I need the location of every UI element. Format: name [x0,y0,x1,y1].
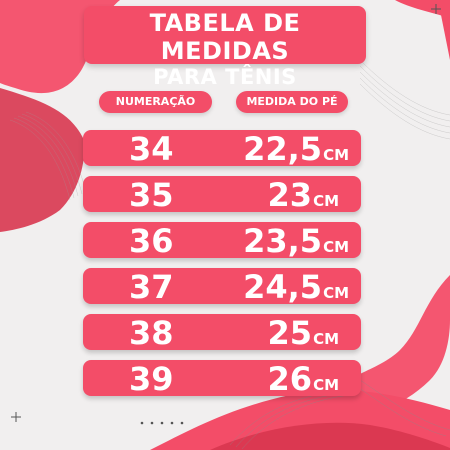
measure-unit: CM [323,238,349,256]
measure-unit: CM [323,284,349,302]
measure-value: 25 [267,314,313,352]
measure-value: 24,5 [243,268,323,306]
column-header-size: NUMERAÇÃO [99,91,212,113]
size-number: 36 [129,222,174,260]
size-number: 35 [129,176,174,214]
size-row: 37 24,5CM [83,268,361,306]
size-number: 39 [129,360,174,398]
foot-measure: 23,5CM [243,222,349,260]
title-banner: TABELA DE MEDIDAS PARA TÊNIS [84,6,366,89]
foot-measure: 22,5CM [243,130,349,168]
size-number: 37 [129,268,174,306]
measure-value: 23,5 [243,222,323,260]
measure-value: 22,5 [243,130,323,168]
size-row: 34 22,5CM [83,130,361,168]
size-row: 35 23CM [83,176,361,214]
title-line-1: TABELA DE MEDIDAS [149,9,301,65]
measure-unit: CM [313,192,339,210]
size-number: 38 [129,314,174,352]
column-header-measure: MEDIDA DO PÉ [236,91,348,113]
measure-value: 26 [267,360,313,398]
foot-measure: 23CM [267,176,339,214]
measure-unit: CM [323,146,349,164]
title-line-2: PARA TÊNIS [153,65,297,89]
size-number: 34 [129,130,174,168]
foot-measure: 24,5CM [243,268,349,306]
size-row: 39 26CM [83,360,361,398]
size-row: 36 23,5CM [83,222,361,260]
measure-unit: CM [313,330,339,348]
measure-value: 23 [267,176,313,214]
size-row: 38 25CM [83,314,361,352]
foot-measure: 25CM [267,314,339,352]
measure-unit: CM [313,376,339,394]
foot-measure: 26CM [267,360,339,398]
